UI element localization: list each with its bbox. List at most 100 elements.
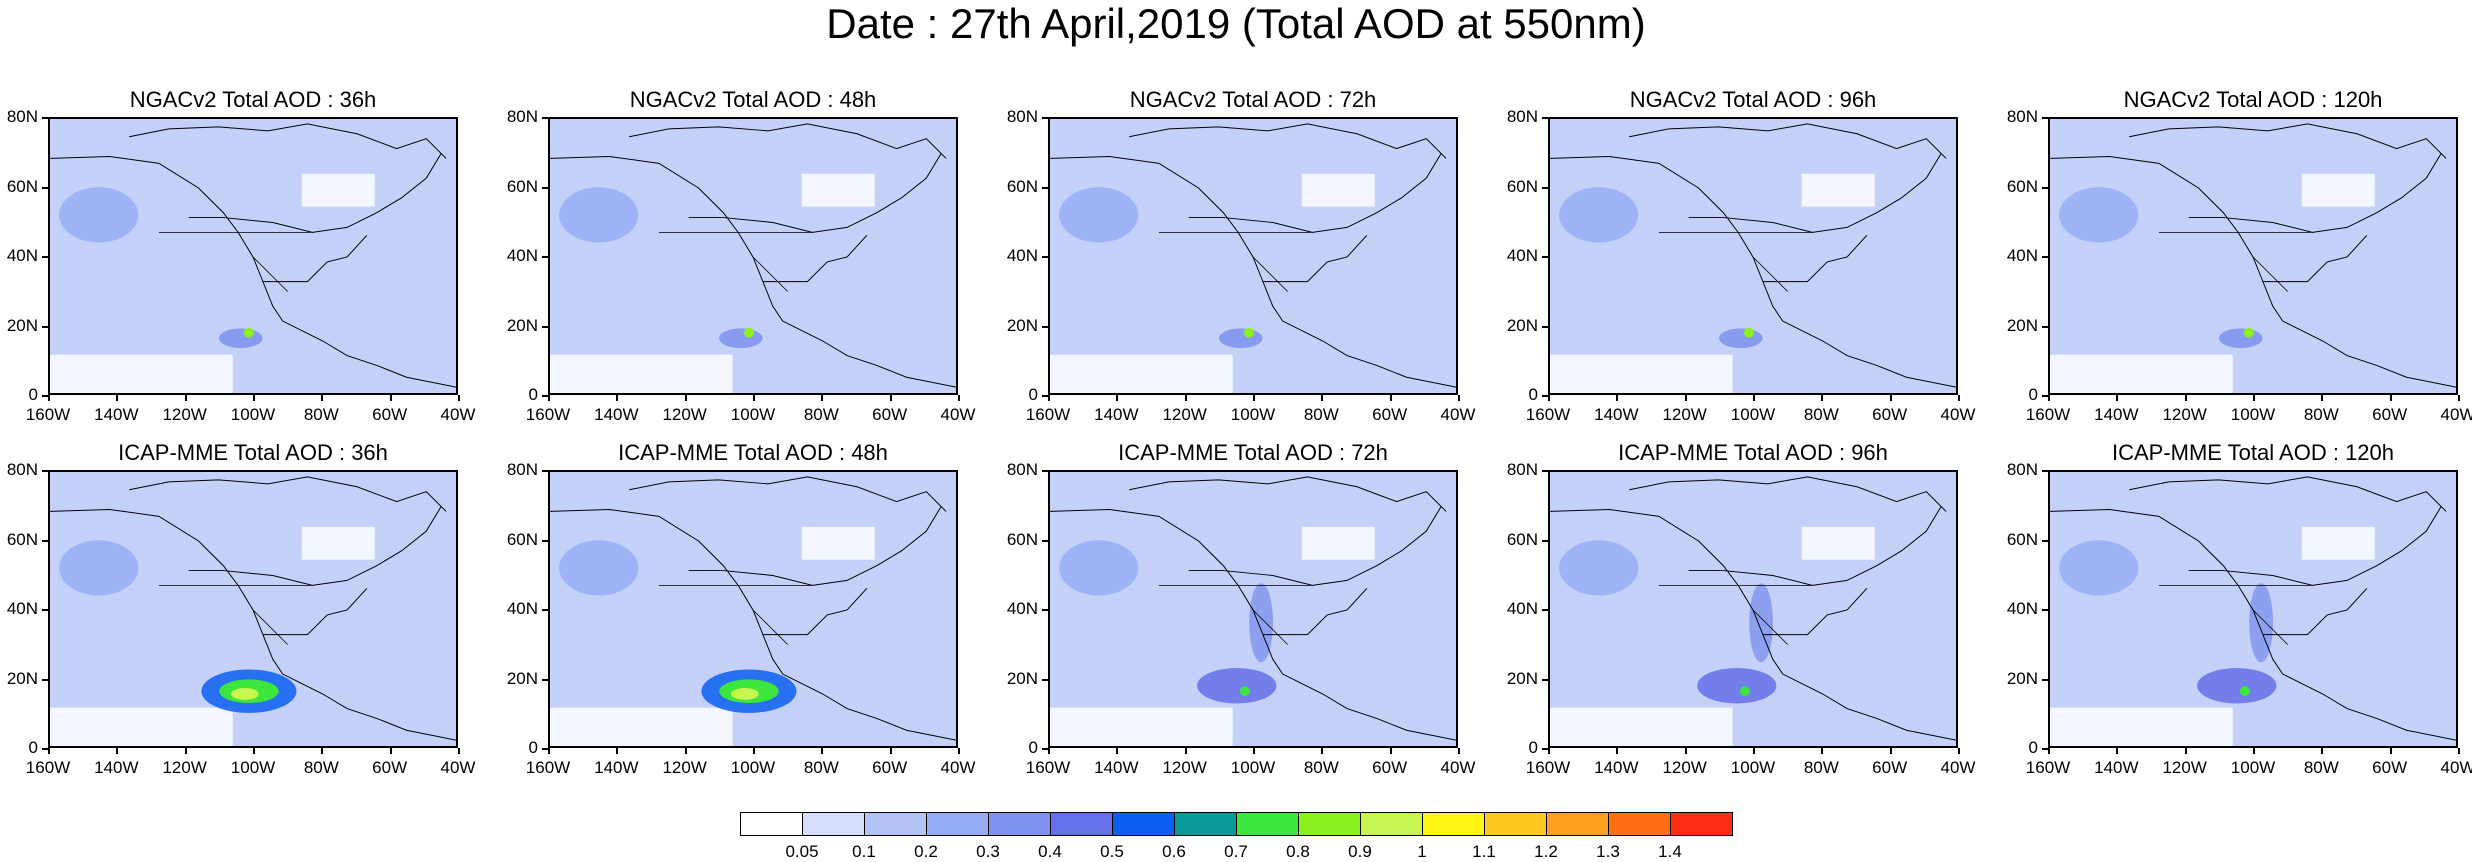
colorbar-swatch [1608, 812, 1671, 836]
longitude-tick-label: 80W [2303, 758, 2339, 777]
longitude-tick-mark [1753, 748, 1755, 754]
colorbar-label: 0.1 [852, 842, 876, 861]
longitude-tick-mark [2116, 395, 2119, 401]
latitude-tick-mark [542, 678, 548, 681]
longitude-tick-label: 60W [2372, 758, 2408, 777]
longitude-tick-mark [1253, 748, 1255, 754]
longitude-tick-mark [1048, 395, 1050, 401]
longitude-tick-label: 140W [1594, 758, 1639, 777]
latitude-tick-mark [42, 539, 48, 542]
longitude-tick-label: 160W [1525, 405, 1571, 424]
longitude-tick-label: 160W [525, 758, 571, 777]
latitude-tick-mark [42, 748, 48, 750]
longitude-tick-mark [2048, 748, 2050, 754]
latitude-tick-mark [1542, 678, 1548, 681]
longitude-tick-label: 80W [1303, 405, 1339, 424]
colorbar-swatch [802, 812, 865, 836]
longitude-tick-label: 60W [1872, 758, 1908, 777]
latitude-tick-label: 80N [506, 460, 538, 479]
colorbar-label: 0.5 [1100, 842, 1124, 861]
latitude-tick-label: 80N [1006, 460, 1038, 479]
map-field [1550, 472, 1956, 746]
longitude-tick-mark [1753, 395, 1755, 401]
latitude-tick-label: 20N [506, 315, 538, 335]
longitude-tick-label: 100W [1230, 405, 1276, 424]
longitude-tick-mark [889, 748, 892, 754]
longitude-tick-label: 160W [2025, 405, 2071, 424]
colorbar-swatch [1484, 812, 1547, 836]
longitude-tick-mark [1389, 395, 1392, 401]
longitude-tick-mark [389, 748, 392, 754]
longitude-tick-label: 160W [1525, 758, 1571, 777]
longitude-tick-label: 40W [440, 758, 476, 777]
longitude-tick-label: 40W [940, 758, 976, 777]
latitude-tick-mark [1542, 748, 1548, 750]
latitude-tick-mark [542, 470, 548, 472]
colorbar-swatch [1422, 812, 1485, 836]
latitude-tick-label: 20N [1506, 668, 1538, 688]
latitude-tick-mark [1042, 117, 1048, 119]
longitude-tick-mark [1548, 748, 1550, 754]
longitude-tick-label: 80W [1803, 758, 1839, 777]
longitude-tick-mark [2116, 748, 2119, 754]
longitude-tick-label: 160W [25, 405, 71, 424]
aod-map [1548, 470, 1958, 748]
longitude-tick-label: 100W [2230, 405, 2276, 424]
latitude-tick-label: 20N [1006, 668, 1038, 688]
panel-title: ICAP-MME Total AOD : 96h [1618, 440, 1888, 465]
latitude-tick-label: 0 [1028, 738, 1038, 757]
longitude-tick-mark [116, 395, 119, 401]
latitude-tick-label: 40N [1506, 246, 1538, 265]
longitude-tick-mark [1616, 748, 1619, 754]
latitude-tick-mark [2042, 539, 2048, 542]
latitude-tick-mark [1042, 395, 1048, 397]
longitude-tick-label: 140W [594, 758, 639, 777]
longitude-tick-mark [458, 748, 460, 754]
longitude-tick-mark [48, 395, 50, 401]
latitude-tick-label: 40N [6, 246, 38, 265]
latitude-tick-label: 80N [1006, 107, 1038, 126]
latitude-tick-label: 40N [2006, 599, 2038, 618]
longitude-tick-mark [548, 395, 550, 401]
longitude-tick-mark [1684, 395, 1687, 401]
map-field [1550, 119, 1956, 393]
panel-title: ICAP-MME Total AOD : 48h [618, 440, 888, 465]
longitude-tick-mark [821, 395, 824, 401]
latitude-tick-label: 80N [1506, 107, 1538, 126]
longitude-tick-mark [458, 395, 460, 401]
latitude-tick-mark [2042, 256, 2048, 258]
longitude-tick-label: 40W [940, 405, 976, 424]
longitude-tick-mark [1889, 395, 1892, 401]
longitude-tick-label: 60W [1372, 405, 1408, 424]
latitude-tick-label: 0 [528, 385, 538, 404]
latitude-tick-mark [1542, 117, 1548, 119]
latitude-tick-label: 20N [6, 668, 38, 688]
longitude-tick-mark [684, 395, 687, 401]
longitude-tick-label: 120W [2162, 405, 2207, 424]
longitude-tick-label: 120W [1662, 405, 1707, 424]
longitude-tick-label: 140W [1094, 405, 1139, 424]
latitude-tick-label: 60N [1006, 529, 1038, 549]
longitude-tick-mark [2184, 395, 2187, 401]
longitude-tick-mark [253, 395, 255, 401]
longitude-tick-mark [1389, 748, 1392, 754]
longitude-tick-label: 80W [1803, 405, 1839, 424]
colorbar-label: 0.8 [1286, 842, 1310, 861]
aod-map [548, 117, 958, 395]
colorbar-label: 0.7 [1224, 842, 1248, 861]
longitude-tick-label: 40W [1440, 405, 1476, 424]
latitude-tick-mark [1542, 609, 1548, 611]
longitude-tick-mark [253, 748, 255, 754]
colorbar-swatch [1360, 812, 1423, 836]
map-field [550, 472, 956, 746]
latitude-tick-label: 20N [1006, 315, 1038, 335]
latitude-tick-label: 60N [1506, 176, 1538, 196]
latitude-tick-mark [542, 395, 548, 397]
longitude-tick-mark [321, 748, 324, 754]
latitude-tick-label: 0 [1528, 738, 1538, 757]
longitude-tick-label: 100W [230, 405, 276, 424]
map-field [2050, 472, 2456, 746]
latitude-tick-label: 0 [1028, 385, 1038, 404]
latitude-tick-label: 20N [1506, 315, 1538, 335]
longitude-tick-label: 40W [440, 405, 476, 424]
